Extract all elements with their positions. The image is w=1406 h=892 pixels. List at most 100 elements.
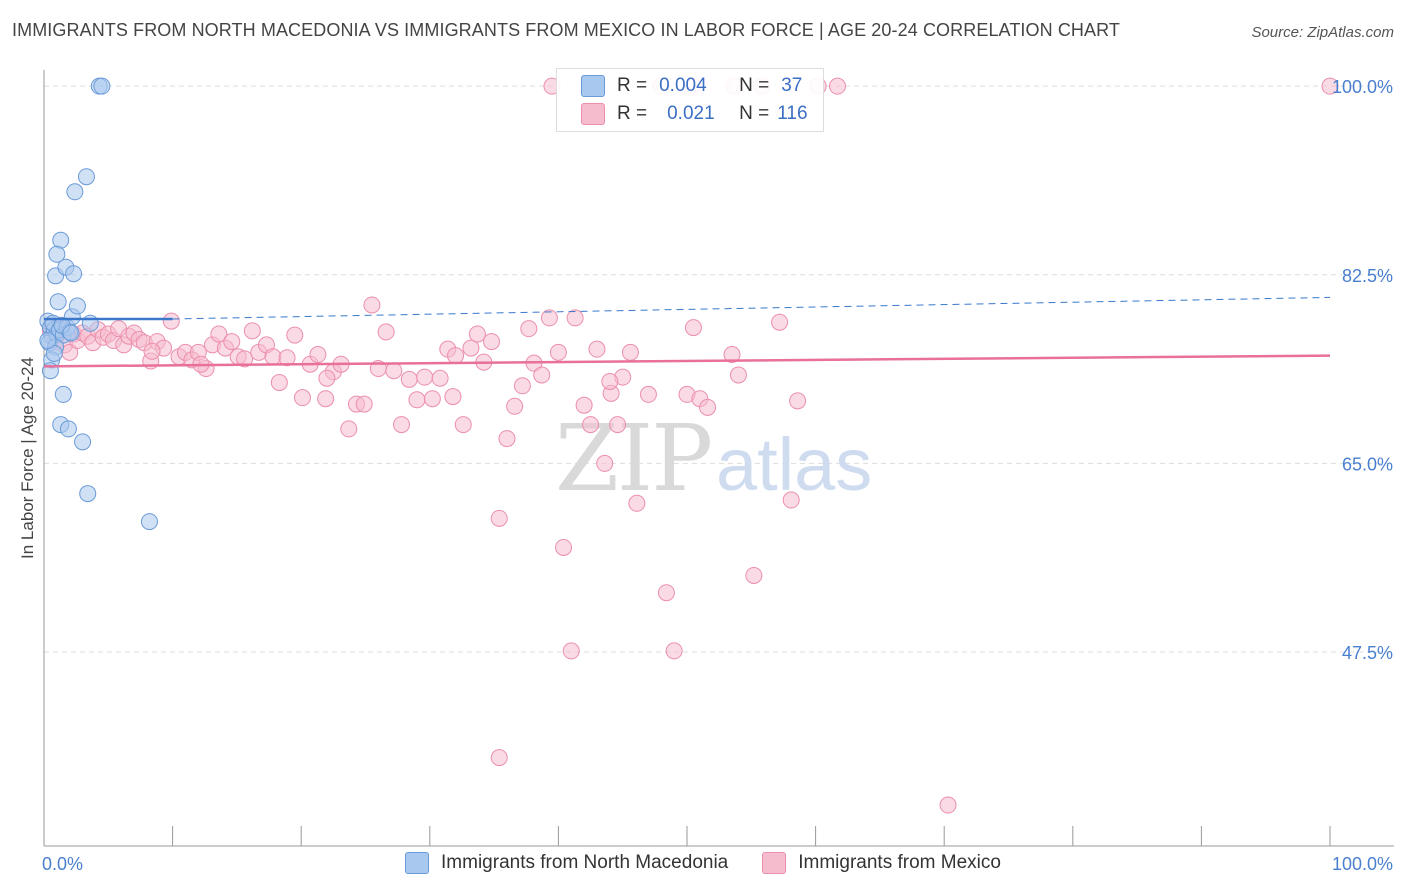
mexico-point bbox=[416, 368, 434, 386]
mexico-point bbox=[462, 339, 480, 357]
series-legend-north-macedonia: Immigrants from North Macedonia bbox=[405, 852, 728, 874]
north-macedonia-point bbox=[54, 385, 72, 403]
mexico-point bbox=[520, 320, 538, 338]
mexico-point bbox=[628, 494, 646, 512]
north-macedonia-trend-extension bbox=[172, 296, 1331, 320]
legend-r-value: 0.021 bbox=[667, 103, 715, 124]
mexico-point bbox=[162, 312, 180, 330]
y-tick-label: 65.0% bbox=[1342, 454, 1393, 474]
mexico-point bbox=[278, 349, 296, 367]
points-layer bbox=[39, 77, 1339, 814]
north-macedonia-point bbox=[81, 314, 99, 332]
mexico-point bbox=[699, 398, 717, 416]
y-tick-label: 82.5% bbox=[1342, 266, 1393, 286]
legend-swatch-blue bbox=[581, 75, 605, 97]
mexico-point bbox=[444, 388, 462, 406]
mexico-point bbox=[566, 309, 584, 327]
north-macedonia-point bbox=[39, 332, 57, 350]
north-macedonia-point bbox=[62, 324, 80, 342]
north-macedonia-point bbox=[52, 231, 70, 249]
mexico-point bbox=[596, 454, 614, 472]
mexico-point bbox=[143, 342, 161, 360]
mexico-point bbox=[588, 340, 606, 358]
legend-row-north-macedonia: R = 0.004 N = 37 bbox=[581, 73, 802, 99]
mexico-point bbox=[431, 369, 449, 387]
mexico-point bbox=[771, 313, 789, 331]
mexico-point bbox=[454, 416, 472, 434]
mexico-point bbox=[483, 333, 501, 351]
mexico-point bbox=[236, 350, 254, 368]
mexico-point bbox=[540, 309, 558, 327]
legend-swatch-pink bbox=[581, 103, 605, 125]
series-legend-label: Immigrants from Mexico bbox=[798, 852, 1001, 873]
mexico-point bbox=[939, 796, 957, 814]
mexico-point bbox=[789, 392, 807, 410]
mexico-point bbox=[782, 491, 800, 509]
mexico-point bbox=[745, 566, 763, 584]
north-macedonia-point bbox=[140, 513, 158, 531]
legend-r-label: R = bbox=[617, 103, 648, 124]
watermark-zip: ZIP bbox=[555, 405, 711, 512]
mexico-point bbox=[582, 416, 600, 434]
axes-layer bbox=[43, 70, 1394, 847]
series-swatch-pink bbox=[762, 852, 787, 874]
y-tick-label: 47.5% bbox=[1342, 643, 1393, 663]
correlation-legend: R = 0.004 N = 37 R = 0.021 N = 116 bbox=[556, 68, 824, 132]
legend-row-mexico: R = 0.021 N = 116 bbox=[581, 101, 808, 127]
tick-labels: 100.0% 82.5% 65.0% 47.5% 0.0% 100.0% In Labor … bbox=[18, 77, 1393, 874]
mexico-point bbox=[309, 346, 327, 364]
north-macedonia-point bbox=[79, 485, 97, 503]
mexico-point bbox=[1321, 77, 1339, 95]
mexico-point bbox=[270, 374, 288, 392]
mexico-point bbox=[363, 296, 381, 314]
trend-lines bbox=[43, 296, 1331, 368]
mexico-point bbox=[549, 343, 567, 361]
mexico-point bbox=[621, 343, 639, 361]
north-macedonia-point bbox=[65, 265, 83, 283]
mexico-point bbox=[601, 372, 619, 390]
series-legend-mexico: Immigrants from Mexico bbox=[762, 852, 1001, 874]
north-macedonia-point bbox=[77, 168, 95, 186]
legend-n-label: N = bbox=[739, 75, 770, 96]
mexico-point bbox=[609, 416, 627, 434]
mexico-point bbox=[684, 319, 702, 337]
mexico-point bbox=[408, 391, 426, 409]
north-macedonia-point bbox=[93, 77, 111, 95]
mexico-point bbox=[340, 420, 358, 438]
x-tick-label: 0.0% bbox=[42, 854, 83, 874]
source-label: Source: ZipAtlas.com bbox=[1251, 24, 1394, 41]
north-macedonia-point bbox=[49, 293, 67, 311]
mexico-point bbox=[533, 366, 551, 384]
mexico-point bbox=[490, 509, 508, 527]
watermark: ZIP atlas bbox=[555, 405, 872, 512]
mexico-point bbox=[243, 322, 261, 340]
mexico-trend-line bbox=[43, 354, 1331, 368]
mexico-point bbox=[498, 430, 516, 448]
north-macedonia-point bbox=[48, 245, 66, 263]
series-legend: Immigrants from North Macedonia Immigran… bbox=[0, 852, 1406, 874]
mexico-point bbox=[377, 323, 395, 341]
y-axis-label: In Labor Force | Age 20-24 bbox=[18, 357, 37, 559]
mexico-point bbox=[729, 366, 747, 384]
mexico-point bbox=[385, 362, 403, 380]
mexico-point bbox=[393, 416, 411, 434]
mexico-point bbox=[562, 642, 580, 660]
mexico-point bbox=[423, 390, 441, 408]
mexico-point bbox=[447, 347, 465, 365]
mexico-point bbox=[468, 325, 486, 343]
series-legend-label: Immigrants from North Macedonia bbox=[441, 852, 729, 873]
mexico-point bbox=[506, 397, 524, 415]
mexico-point bbox=[317, 390, 335, 408]
x-tick-label: 100.0% bbox=[1332, 854, 1393, 874]
grid-layer bbox=[44, 85, 1394, 653]
mexico-point bbox=[665, 642, 683, 660]
legend-r-label: R = bbox=[617, 75, 648, 96]
legend-n-value: 116 bbox=[777, 103, 808, 124]
north-macedonia-point bbox=[68, 297, 86, 315]
mexico-point bbox=[223, 333, 241, 351]
mexico-point bbox=[264, 348, 282, 366]
mexico-point bbox=[657, 584, 675, 602]
mexico-point bbox=[639, 385, 657, 403]
mexico-point bbox=[513, 377, 531, 395]
